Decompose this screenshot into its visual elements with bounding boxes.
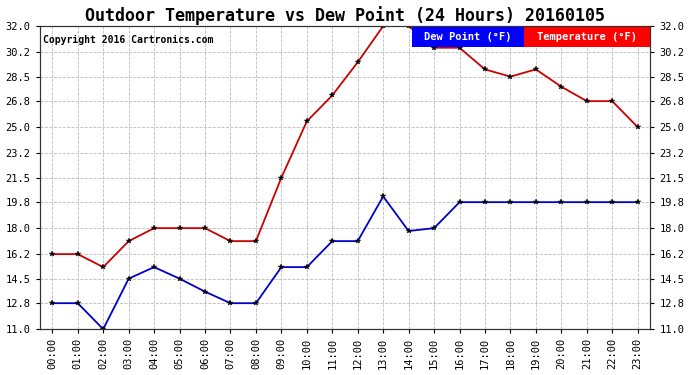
Text: Copyright 2016 Cartronics.com: Copyright 2016 Cartronics.com [43,35,213,45]
Title: Outdoor Temperature vs Dew Point (24 Hours) 20160105: Outdoor Temperature vs Dew Point (24 Hou… [85,6,605,24]
